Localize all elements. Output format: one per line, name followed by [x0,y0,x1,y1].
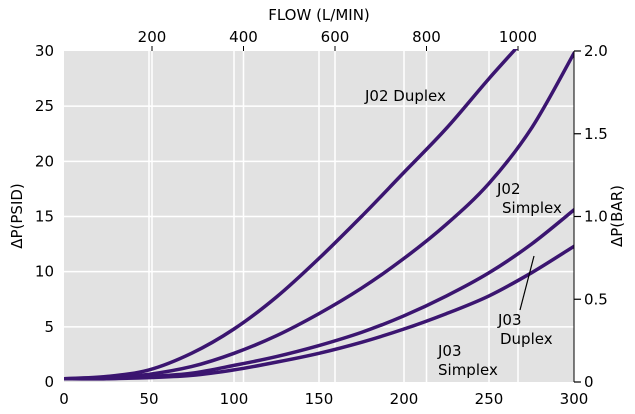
series-annotation-j02-duplex: J02 Duplex [364,87,446,105]
top-axis-title: FLOW (L/MIN) [268,6,370,24]
series-line-j02-simplex [64,51,574,381]
top-axis-tick-label: 600 [321,28,350,46]
y-tick-label: 5 [44,318,54,336]
x-tick-label: 50 [139,390,158,408]
right-axis-tick-label: 2.0 [584,42,608,60]
y-tick-label: 10 [35,263,54,281]
x-tick-label: 300 [560,390,589,408]
x-tick-label: 200 [390,390,419,408]
x-tick-label: 250 [475,390,504,408]
series-lines [64,49,574,381]
y-tick-label: 30 [35,42,54,60]
series-annotation-j03-duplex: J03 [497,311,522,329]
top-axis-tick-label: 800 [412,28,441,46]
series-annotation-j03-simplex: J03 [437,342,462,360]
right-axis-tick-label: 0.5 [584,290,608,308]
top-axis-tick-label: 200 [138,28,167,46]
series-annotation-j02-simplex: J02 [496,180,521,198]
right-axis-title: ΔP(BAR) [608,185,626,247]
y-tick-label: 15 [35,208,54,226]
right-axis-tick-label: 1.0 [584,208,608,226]
y-tick-label: 0 [44,373,54,391]
y-axis-title: ΔP(PSID) [8,183,26,249]
right-axis-tick-label: 0 [584,373,594,391]
top-axis-tick-label: 1000 [499,28,537,46]
series-line-j03-simplex [64,244,574,381]
top-axis-tick-label: 400 [229,28,258,46]
y-tick-label: 25 [35,97,54,115]
series-line-j02-duplex [64,49,518,381]
x-tick-label: 150 [305,390,334,408]
series-annotation-j03-duplex: Duplex [500,330,553,348]
axes [151,46,581,383]
x-tick-label: 100 [220,390,249,408]
right-axis-tick-label: 1.5 [584,125,608,143]
y-tick-label: 20 [35,152,54,170]
x-tick-label: 0 [59,390,69,408]
series-annotation-j02-simplex: Simplex [502,199,562,217]
annotation-leader-line [519,255,535,311]
series-annotation-j03-simplex: Simplex [438,361,498,379]
grid-lines [64,51,574,382]
